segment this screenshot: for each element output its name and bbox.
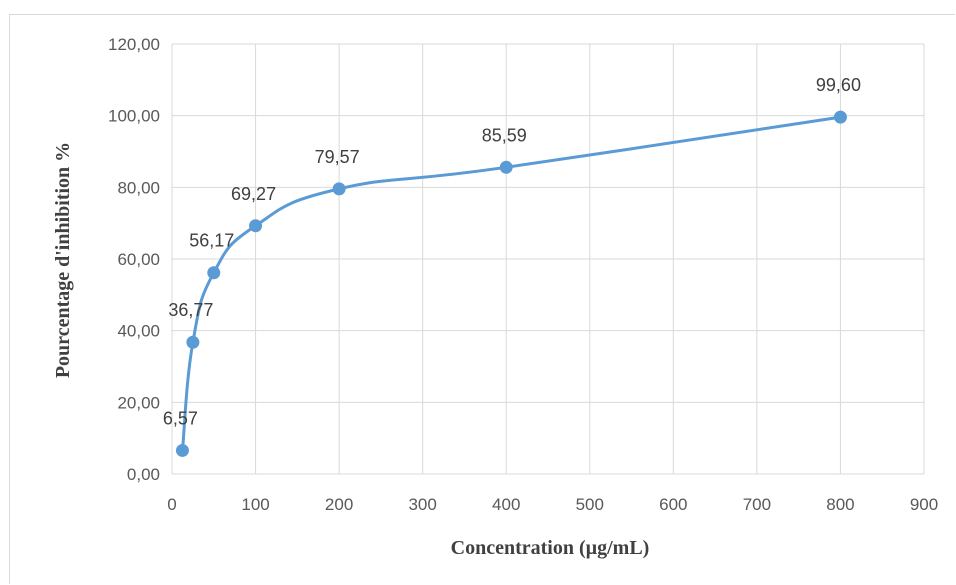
data-point [249,219,263,233]
x-tick-label: 800 [826,495,854,514]
data-label: 79,57 [315,147,360,167]
data-label: 69,27 [231,184,276,204]
data-point [207,266,221,280]
chart-frame [9,14,955,584]
y-tick-label: 100,00 [108,107,160,126]
data-point [332,182,346,196]
x-tick-label: 200 [325,495,353,514]
data-point [175,443,189,457]
data-label: 85,59 [482,125,527,145]
y-tick-label: 120,00 [108,35,160,54]
grid-layer [171,43,925,475]
x-tick-label: 0 [167,495,176,514]
x-tick-label: 900 [910,495,938,514]
data-label: 56,17 [189,231,234,251]
x-tick-label: 600 [659,495,687,514]
data-labels: 6,57 36,77 56,17 69,27 79,57 85,59 99,60 [163,75,861,428]
y-tick-labels: 0,00 20,00 40,00 60,00 80,00 100,00 120,00 [108,35,160,484]
y-tick-label: 20,00 [117,393,160,412]
y-tick-label: 60,00 [117,250,160,269]
data-point [186,335,200,349]
data-point [833,110,847,124]
y-tick-label: 80,00 [117,178,160,197]
data-points [175,110,847,457]
x-tick-label: 500 [576,495,604,514]
x-tick-label: 700 [743,495,771,514]
x-tick-labels: 0 100 200 300 400 500 600 700 800 900 [167,495,938,514]
data-label: 99,60 [816,75,861,95]
data-label: 6,57 [163,408,198,428]
y-axis-title: Pourcentage d'inhibition % [52,142,74,378]
x-tick-label: 300 [408,495,436,514]
data-point [499,160,513,174]
y-tick-label: 0,00 [127,465,160,484]
x-tick-label: 400 [492,495,520,514]
x-tick-label: 100 [241,495,269,514]
data-label: 36,77 [168,300,213,320]
y-tick-label: 40,00 [117,322,160,341]
x-axis-title: Concentration (µg/mL) [451,537,650,559]
